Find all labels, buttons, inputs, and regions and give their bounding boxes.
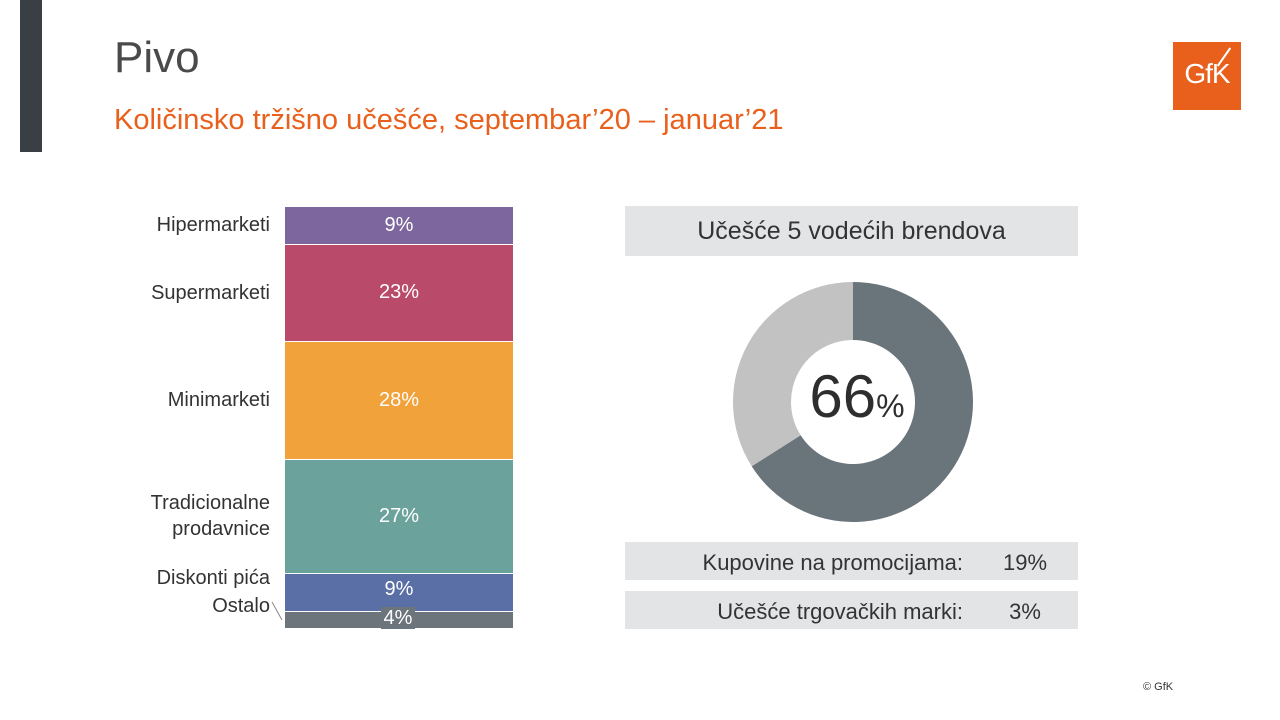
page-title: Pivo xyxy=(114,33,200,82)
donut-center-unit: % xyxy=(876,388,905,424)
kpi-label: Kupovine na promocijama: xyxy=(702,550,963,575)
bar-label-line: Supermarketi xyxy=(151,281,270,304)
bar-label-line: Diskonti pića xyxy=(156,567,270,590)
bar-value-tradicionalne-prodavnice: 27% xyxy=(378,505,420,528)
bar-label-line: Minimarketi xyxy=(167,389,270,412)
donut-slice-top5 xyxy=(751,282,974,523)
donut-slice-rest xyxy=(733,282,853,467)
donut-center-value: 66% xyxy=(792,367,922,427)
bar-value-diskonti-pi-a: 9% xyxy=(384,578,414,601)
copyright: © GfK xyxy=(1143,681,1174,693)
bar-label-hipermarketi: Hipermarketi xyxy=(70,212,270,238)
bar-segment-minimarketi: 28% xyxy=(285,341,513,460)
bar-label-tradicionalne-prodavnice: Tradicionalne prodavnice xyxy=(70,490,270,542)
logo-text: GfK xyxy=(1184,58,1230,89)
bar-label-line: Ostalo xyxy=(212,595,270,617)
bar-segment-tradicionalne-prodavnice: 27% xyxy=(285,459,513,574)
bar-value-supermarketi: 23% xyxy=(378,281,420,304)
kpi-value: 19% xyxy=(1002,550,1048,575)
bar-label-supermarketi: Supermarketi xyxy=(70,280,270,306)
bar-segment-supermarketi: 23% xyxy=(285,243,513,342)
bar-value-minimarketi: 28% xyxy=(378,389,420,412)
page-subtitle: Količinsko tržišno učešće, septembar’20 … xyxy=(114,104,784,136)
kpi-private-labels: Učešće trgovačkih marki: 3% xyxy=(625,591,1078,629)
bar-value-ostalo: 4% xyxy=(381,607,415,629)
bar-segment-diskonti-pi-a: 9% xyxy=(285,573,513,612)
bar-segment-hipermarketi: 9% xyxy=(285,206,513,244)
donut-title: Učešće 5 vodećih brendova xyxy=(625,206,1078,256)
kpi-value: 3% xyxy=(1009,599,1041,624)
bar-label-line: prodavnice xyxy=(172,518,270,541)
accent-bar xyxy=(20,0,42,152)
bar-label-line: Tradicionalne xyxy=(150,492,270,515)
bar-label-diskonti-pi-a: Diskonti pića xyxy=(70,565,270,591)
bar-value-hipermarketi: 9% xyxy=(384,213,414,236)
bar-label-line: Hipermarketi xyxy=(156,213,270,236)
donut-center-number: 66 xyxy=(809,363,877,430)
bar-label-ostalo: Ostalo xyxy=(70,593,270,619)
kpi-label: Učešće trgovačkih marki: xyxy=(717,599,963,624)
kpi-promotions: Kupovine na promocijama: 19% xyxy=(625,542,1078,580)
bar-label-minimarketi: Minimarketi xyxy=(70,387,270,413)
gfk-logo: GfK xyxy=(1173,42,1241,110)
